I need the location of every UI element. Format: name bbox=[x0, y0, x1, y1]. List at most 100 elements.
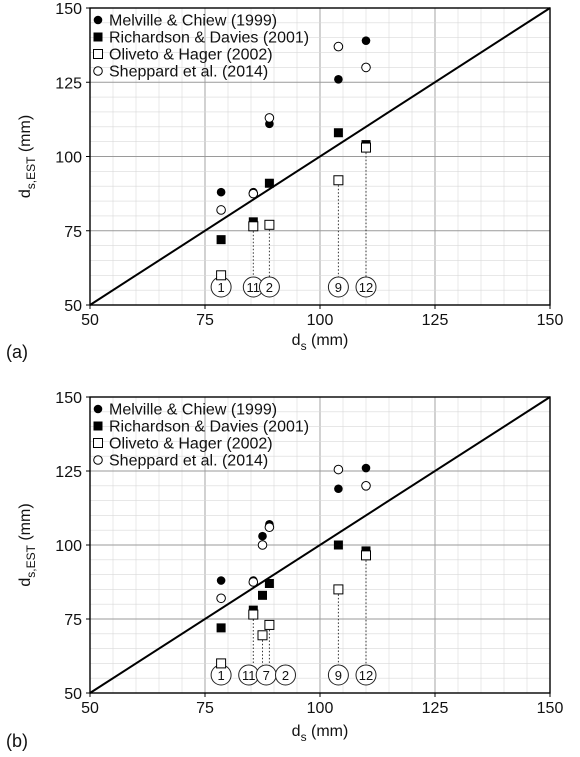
y-axis-label-unit: (mm) bbox=[17, 115, 34, 157]
legend-marker bbox=[93, 15, 103, 25]
case-id-label: 12 bbox=[359, 280, 373, 295]
data-point bbox=[216, 658, 227, 669]
y-axis-label-sub: s,EST bbox=[24, 544, 38, 577]
legend-marker bbox=[93, 32, 103, 42]
data-point bbox=[334, 484, 343, 494]
one-to-one-line bbox=[89, 396, 551, 694]
y-tick-label: 50 bbox=[64, 686, 82, 703]
y-axis-label-main: d bbox=[17, 578, 34, 587]
legend-marker bbox=[93, 438, 103, 448]
case-id-circle bbox=[275, 664, 296, 686]
x-tick-label: 125 bbox=[422, 700, 449, 717]
series-open-circle bbox=[216, 464, 371, 604]
data-point bbox=[216, 187, 226, 197]
data-point bbox=[264, 178, 274, 188]
x-axis-label-main: d bbox=[292, 723, 301, 740]
y-tick-label: 100 bbox=[55, 538, 82, 555]
x-tick-label: 150 bbox=[537, 312, 564, 329]
legend-marker bbox=[93, 66, 103, 76]
case-id-label: 11 bbox=[242, 668, 256, 683]
data-point bbox=[258, 590, 267, 600]
data-point bbox=[248, 577, 259, 587]
legend-label: Sheppard et al. (2014) bbox=[109, 453, 268, 470]
case-id-label: 11 bbox=[247, 280, 261, 295]
legend-label: Oliveto & Hager (2002) bbox=[109, 47, 273, 64]
data-point bbox=[361, 481, 371, 491]
data-point bbox=[333, 464, 344, 475]
case-id-circle bbox=[258, 276, 280, 298]
x-axis-label-sub: s bbox=[301, 730, 307, 744]
case-id-label: 1 bbox=[217, 280, 224, 295]
data-point bbox=[264, 619, 275, 630]
case-id-label: 2 bbox=[266, 280, 273, 295]
x-tick-label: 100 bbox=[307, 312, 334, 329]
x-tick-label: 75 bbox=[196, 312, 214, 329]
x-tick-label: 75 bbox=[196, 700, 214, 717]
case-id-label: 2 bbox=[282, 668, 289, 683]
case-id-circle bbox=[327, 276, 349, 298]
data-point bbox=[361, 62, 371, 73]
panel-label: (b) bbox=[6, 731, 28, 751]
legend-marker bbox=[93, 404, 103, 414]
case-id-labels: 1 11 2 9 12 bbox=[210, 152, 377, 298]
x-axis-label-sub: s bbox=[301, 339, 307, 353]
y-tick-label: 150 bbox=[55, 1, 82, 18]
case-id-label: 7 bbox=[263, 668, 270, 683]
grid-lines bbox=[90, 397, 550, 693]
data-point bbox=[333, 175, 344, 186]
legend-label: Richardson & Davies (2001) bbox=[109, 419, 309, 436]
data-point bbox=[264, 219, 275, 230]
y-tick-label: 125 bbox=[55, 464, 82, 481]
x-tick-label: 50 bbox=[81, 312, 99, 329]
data-point bbox=[333, 41, 344, 52]
x-axis-label-main: d bbox=[292, 332, 301, 349]
case-id-circle bbox=[355, 664, 377, 686]
case-id-circle bbox=[355, 276, 377, 298]
x-axis-label: ds (mm) bbox=[292, 723, 349, 744]
data-point bbox=[361, 142, 371, 153]
series-open-square bbox=[216, 142, 371, 281]
series-filled-circle bbox=[216, 463, 371, 585]
case-id-circle bbox=[327, 664, 349, 686]
legend-label: Richardson & Davies (2001) bbox=[109, 30, 309, 47]
y-tick-label: 75 bbox=[64, 612, 82, 629]
y-tick-label: 75 bbox=[64, 224, 82, 241]
data-point bbox=[216, 593, 226, 604]
data-point bbox=[216, 235, 226, 245]
x-axis-label-unit: (mm) bbox=[307, 332, 349, 349]
y-tick-label: 50 bbox=[64, 298, 82, 315]
x-axis-label-unit: (mm) bbox=[307, 723, 349, 740]
case-id-label: 9 bbox=[335, 280, 342, 295]
data-point bbox=[248, 188, 259, 199]
data-point bbox=[361, 463, 371, 473]
data-point bbox=[216, 576, 226, 585]
data-point bbox=[264, 578, 274, 588]
x-tick-label: 100 bbox=[307, 700, 334, 717]
legend: Melville & Chiew (1999)Richardson & Davi… bbox=[93, 402, 309, 470]
y-axis-label: ds,EST (mm) bbox=[17, 503, 38, 586]
x-axis-label: ds (mm) bbox=[292, 332, 349, 353]
data-point bbox=[216, 623, 226, 633]
data-point bbox=[334, 74, 343, 84]
y-tick-label: 100 bbox=[55, 150, 82, 167]
y-tick-label: 125 bbox=[55, 75, 82, 92]
legend-marker bbox=[93, 421, 103, 431]
panel-label: (a) bbox=[6, 342, 28, 362]
grid-lines bbox=[90, 8, 550, 305]
data-point bbox=[264, 522, 275, 533]
one-to-one-line bbox=[89, 7, 551, 306]
series-open-circle bbox=[216, 41, 371, 215]
data-point bbox=[216, 270, 227, 281]
case-id-label: 12 bbox=[359, 668, 373, 683]
y-axis-label-sub: s,EST bbox=[24, 156, 38, 189]
data-point bbox=[333, 128, 343, 138]
data-point bbox=[216, 205, 226, 215]
case-id-label: 9 bbox=[335, 668, 342, 683]
y-axis-label-main: d bbox=[17, 189, 34, 198]
y-axis-label: ds,EST (mm) bbox=[17, 115, 38, 198]
series-open-square bbox=[216, 550, 371, 669]
data-point bbox=[257, 630, 268, 641]
data-point bbox=[264, 113, 275, 123]
x-tick-label: 125 bbox=[422, 312, 449, 329]
